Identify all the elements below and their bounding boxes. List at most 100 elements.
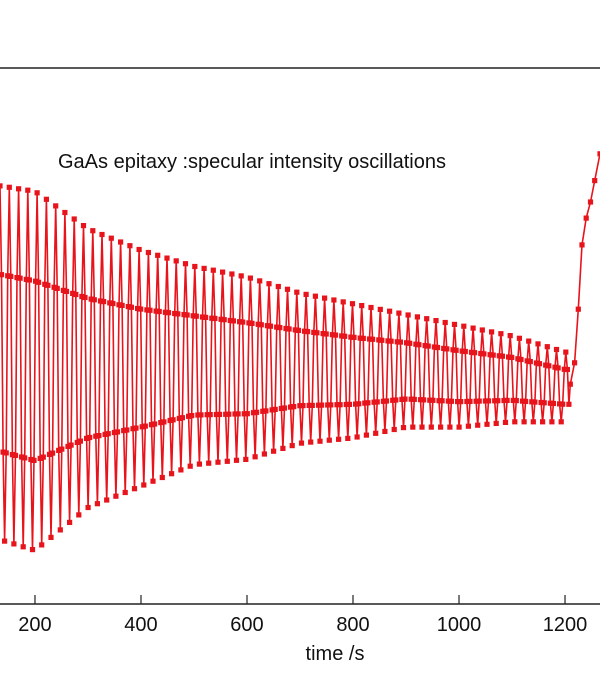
data-point — [413, 341, 419, 347]
data-point — [422, 343, 428, 349]
data-point — [397, 339, 403, 345]
data-point — [6, 184, 12, 190]
data-point — [445, 398, 451, 404]
data-point — [16, 186, 22, 192]
data-point — [68, 442, 74, 448]
data-point — [97, 298, 104, 304]
data-point — [182, 261, 189, 267]
data-point — [379, 337, 385, 343]
data-point — [5, 273, 11, 279]
data-point — [499, 353, 505, 359]
data-point — [387, 308, 393, 314]
data-point — [288, 404, 294, 410]
data-point — [425, 343, 431, 349]
data-point — [175, 311, 181, 317]
data-point — [334, 402, 340, 408]
data-point — [368, 304, 374, 311]
data-point — [561, 366, 567, 372]
data-point — [533, 360, 539, 366]
data-point — [547, 400, 553, 406]
data-point — [70, 290, 76, 296]
data-point — [104, 497, 110, 503]
data-point — [472, 350, 478, 356]
data-point — [23, 276, 29, 282]
data-point — [36, 279, 42, 285]
data-point — [147, 307, 153, 313]
data-point — [264, 323, 270, 329]
data-point — [203, 314, 209, 320]
data-point — [532, 399, 538, 405]
data-point — [453, 347, 459, 353]
data-point — [465, 423, 471, 429]
data-point — [108, 235, 114, 241]
data-point — [419, 424, 425, 430]
data-point — [94, 501, 100, 507]
data-point — [402, 396, 408, 402]
data-point — [42, 281, 48, 287]
data-point — [169, 471, 175, 477]
data-point — [11, 541, 17, 547]
data-point — [0, 272, 5, 278]
data-point — [557, 401, 563, 407]
data-point — [550, 400, 556, 407]
data-point — [448, 398, 454, 404]
data-point — [199, 314, 206, 320]
data-point — [179, 415, 185, 421]
data-point — [207, 412, 213, 418]
data-point — [509, 354, 515, 360]
data-point — [19, 454, 25, 460]
data-point — [306, 402, 312, 408]
data-point — [3, 450, 9, 456]
data-point — [198, 412, 204, 418]
data-point — [444, 346, 450, 352]
data-point — [139, 424, 145, 430]
data-point — [490, 352, 496, 358]
series-group — [0, 151, 600, 553]
data-point — [60, 287, 66, 293]
data-point — [496, 353, 502, 359]
data-point — [434, 344, 441, 351]
data-point — [50, 450, 56, 456]
data-point — [67, 519, 73, 525]
data-point — [62, 209, 68, 216]
data-point — [118, 239, 124, 245]
data-point — [544, 344, 550, 350]
data-point — [193, 313, 199, 319]
data-point — [74, 439, 80, 445]
data-point — [280, 445, 286, 451]
data-point — [468, 349, 475, 355]
data-point — [393, 397, 399, 403]
data-point — [427, 397, 433, 403]
data-point — [263, 408, 269, 414]
data-point — [221, 317, 227, 323]
data-point — [247, 275, 253, 281]
data-point — [322, 295, 328, 301]
data-point — [513, 398, 519, 404]
data-point — [459, 348, 465, 354]
data-point — [312, 293, 318, 299]
data-point — [527, 359, 533, 365]
data-point — [101, 299, 107, 305]
data-point — [543, 362, 549, 368]
data-point — [482, 398, 488, 404]
data-point — [399, 396, 405, 402]
data-point — [478, 350, 484, 357]
data-point — [493, 420, 499, 426]
data-point — [450, 347, 456, 353]
data-point — [63, 288, 70, 294]
data-point — [359, 303, 365, 309]
data-point — [243, 456, 249, 462]
data-point — [107, 300, 113, 306]
data-point — [325, 402, 331, 408]
data-point — [148, 422, 155, 428]
data-point — [272, 406, 278, 412]
data-point — [141, 482, 147, 488]
data-point — [351, 334, 357, 340]
data-point — [278, 405, 284, 412]
data-point — [323, 331, 329, 337]
data-point — [492, 398, 498, 404]
data-point — [298, 440, 305, 446]
data-point — [2, 538, 8, 544]
data-point — [464, 398, 470, 405]
data-point — [131, 486, 138, 492]
